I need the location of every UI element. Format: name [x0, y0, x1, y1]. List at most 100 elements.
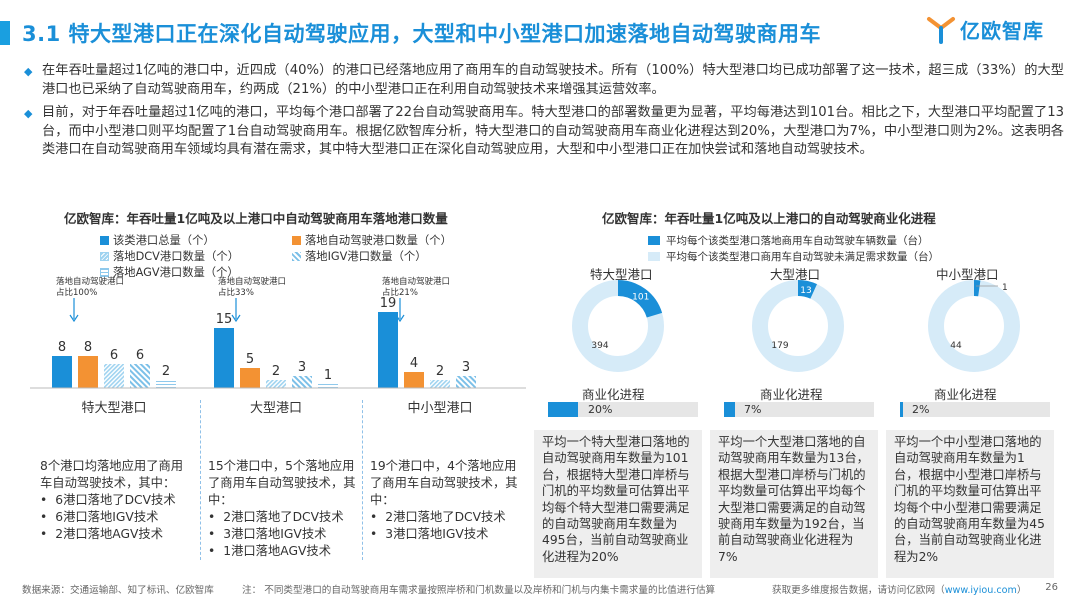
legend-swatch: [648, 251, 660, 261]
list-item: 3港口落地IGV技术: [370, 526, 520, 543]
donut-deployed-label: 101: [632, 293, 649, 303]
donut-slice-unmet: [928, 280, 1020, 372]
list-item: 6港口落地了DCV技术: [40, 492, 190, 509]
annotation-arrowhead: [395, 314, 405, 323]
list-item: 3港口落地IGV技术: [208, 526, 358, 543]
bar-value-label: 6: [110, 348, 118, 363]
legend-swatch: [100, 267, 109, 277]
legend-item: 平均每个该类型港口商用车自动驾驶未满足需求数量（台）: [648, 248, 939, 264]
legend-swatch: [100, 251, 109, 261]
legend-label: 落地自动驾驶港口数量（个）: [305, 234, 452, 247]
bar: [292, 376, 312, 388]
legend-item: 平均每个该类型港口落地商用车自动驾驶车辆数量（台）: [648, 232, 939, 248]
list-item: 6港口落地IGV技术: [40, 509, 190, 526]
footer-source: 数据来源：交通运输部、知了标讯、亿欧智库: [22, 585, 214, 596]
logo-text: 亿欧智库: [960, 18, 1044, 43]
bar: [52, 356, 72, 388]
bar-value-label: 2: [272, 364, 280, 379]
bullet-text: 目前，对于年吞吐量超过1亿吨的港口，平均每个港口部署了22台自动驾驶商用车。特大…: [42, 105, 1064, 158]
legend-swatch: [100, 235, 109, 245]
bar: [104, 364, 124, 388]
description-list: 6港口落地了DCV技术 6港口落地IGV技术 2港口落地AGV技术: [40, 492, 190, 543]
progress-bar: 7%: [724, 402, 874, 417]
progress-fill: [548, 402, 578, 417]
bar: [214, 328, 234, 388]
list-item: 2港口落地AGV技术: [40, 526, 190, 543]
bar-value-label: 8: [84, 340, 92, 355]
legend-label: 平均每个该类型港口商用车自动驾驶未满足需求数量（台）: [666, 250, 939, 263]
legend-item: 落地自动驾驶港口数量（个）: [292, 232, 452, 248]
footer-link[interactable]: www.iyiou.com: [944, 585, 1017, 596]
category-label: 大型港口: [250, 401, 302, 416]
legend-label: 该类港口总量（个）: [113, 234, 215, 247]
bar: [318, 384, 338, 388]
donut-title: 特大型港口: [590, 267, 653, 282]
footer-more-text: 获取更多维度报告数据，请访问亿欧网（: [772, 585, 945, 596]
divider-line: [200, 400, 201, 560]
donut-slice-deployed: [797, 280, 817, 299]
donut-slice-deployed: [617, 280, 663, 318]
progress-bar: 2%: [900, 402, 1050, 417]
donut-chart-extra-large: 101 394: [572, 280, 664, 372]
summary-bullets: ◆ 在年吞吐量超过1亿吨的港口中，近四成（40%）的港口已经落地应用了商用车的自…: [24, 62, 1064, 165]
progress-label: 商业化进程: [582, 387, 645, 402]
bar: [378, 312, 398, 388]
list-item: 1港口落地AGV技术: [208, 543, 358, 560]
page-title: 3.1 特大型港口正在深化自动驾驶应用，大型和中小型港口加速落地自动驾驶商用车: [22, 22, 822, 46]
right-chart-title: 亿欧智库：年吞吐量1亿吨及以上港口的自动驾驶商业化进程: [602, 211, 936, 226]
bar-value-label: 4: [410, 356, 418, 371]
progress-value: 20%: [588, 403, 613, 416]
annotation-label: 落地自动驾驶港口: [218, 276, 286, 287]
legend-swatch: [292, 251, 301, 261]
explanation-box: 平均一个大型港口落地的自动驾驶商用车数量为13台，根据大型港口岸桥与门机的平均数…: [710, 430, 878, 578]
diamond-bullet-icon: ◆: [24, 107, 33, 121]
bar-value-label: 1: [324, 368, 332, 383]
annotation-label: 占比100%: [56, 287, 97, 298]
legend-label: 落地IGV港口数量（个）: [305, 250, 427, 263]
donut-title: 中小型港口: [936, 267, 999, 282]
bar-value-label: 2: [436, 364, 444, 379]
diamond-bullet-icon: ◆: [24, 65, 33, 78]
list-item: 2港口落地了DCV技术: [208, 509, 358, 526]
donut-deployed-label: 13: [800, 286, 811, 296]
description-intro: 8个港口均落地应用了商用车自动驾驶技术，其中：: [40, 459, 184, 490]
explanation-box: 平均一个特大型港口落地的自动驾驶商用车数量为101台，根据特大型港口岸桥与门机的…: [534, 430, 702, 578]
donut-title: 大型港口: [770, 267, 821, 282]
bar: [78, 356, 98, 388]
progress-fill: [724, 402, 735, 417]
bar: [266, 380, 286, 388]
footer-more: 获取更多维度报告数据，请访问亿欧网（www.iyiou.com）: [772, 582, 1027, 596]
legend-swatch: [648, 235, 660, 245]
category-label: 特大型港口: [81, 401, 146, 416]
bar: [240, 368, 260, 388]
divider-line: [362, 400, 363, 560]
bullet-text: 在年吞吐量超过1亿吨的港口中，近四成（40%）的港口已经落地应用了商用车的自动驾…: [42, 63, 1064, 97]
annotation-arrowhead: [69, 314, 79, 323]
bar-value-label: 3: [298, 360, 306, 375]
explanation-box: 平均一个中小型港口落地的自动驾驶商用车数量为1台，根据中小型港口岸桥与门机的平均…: [886, 430, 1054, 578]
legend-item: 落地DCV港口数量（个）: [100, 248, 239, 264]
page-number: 26: [1045, 582, 1058, 593]
donut-unmet-label: 394: [591, 341, 608, 351]
description-intro: 15个港口中，5个落地应用了商用车自动驾驶技术，其中：: [208, 459, 356, 507]
list-item: 2港口落地了DCV技术: [370, 509, 520, 526]
description-extra-large-ports: 8个港口均落地应用了商用车自动驾驶技术，其中： 6港口落地了DCV技术 6港口落…: [40, 458, 190, 543]
bar: [404, 372, 424, 388]
bar: [130, 364, 150, 388]
category-label: 中小型港口: [407, 401, 472, 416]
bar-value-label: 15: [216, 312, 233, 327]
legend-item: 该类港口总量（个）: [100, 232, 215, 248]
bullet-item: ◆ 目前，对于年吞吐量超过1亿吨的港口，平均每个港口部署了22台自动驾驶商用车。…: [24, 104, 1064, 160]
legend-label: 落地DCV港口数量（个）: [113, 250, 239, 263]
annotation-arrowhead: [231, 314, 241, 323]
bar: [456, 376, 476, 388]
footer-more-end: ）: [1016, 585, 1027, 596]
logo: 亿欧智库: [926, 14, 1044, 44]
donut-deployed-label: 1: [1002, 283, 1008, 293]
progress-bar: 20%: [548, 402, 698, 417]
bullet-item: ◆ 在年吞吐量超过1亿吨的港口中，近四成（40%）的港口已经落地应用了商用车的自…: [24, 62, 1064, 99]
bar-value-label: 2: [162, 364, 170, 379]
legend-swatch: [292, 235, 301, 245]
logo-icon: [926, 14, 956, 44]
